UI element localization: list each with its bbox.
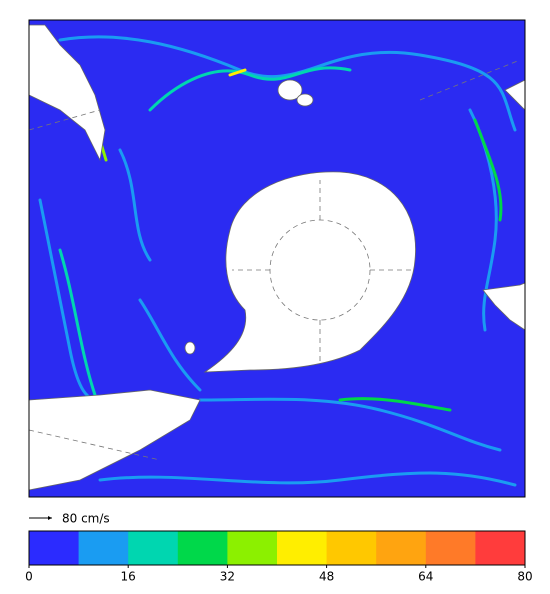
tick-label: 64 bbox=[418, 570, 433, 584]
colorbar-bin bbox=[425, 531, 476, 565]
colorbar-bin bbox=[128, 531, 179, 565]
scale-label: 80 cm/s bbox=[62, 512, 110, 526]
island bbox=[184, 341, 196, 355]
landmass bbox=[28, 389, 201, 491]
colorbar-bin bbox=[227, 531, 278, 565]
tick-label: 32 bbox=[220, 570, 235, 584]
graticule bbox=[28, 59, 521, 461]
colorbar: 0 16 32 48 64 80 bbox=[25, 530, 533, 584]
tick-label: 80 bbox=[517, 570, 532, 584]
colorbar-bin bbox=[29, 531, 80, 565]
colorbar-frame bbox=[28, 530, 526, 566]
landmass bbox=[28, 24, 106, 162]
tick-label: 48 bbox=[319, 570, 334, 584]
colorbar-bin bbox=[177, 531, 228, 565]
antarctica bbox=[203, 171, 416, 373]
scale-arrow: 80 cm/s bbox=[29, 512, 110, 526]
map-frame bbox=[28, 19, 526, 498]
island bbox=[277, 79, 303, 101]
island bbox=[296, 93, 314, 107]
arrow-head bbox=[48, 516, 52, 520]
tick-label: 16 bbox=[121, 570, 136, 584]
colorbar-bin bbox=[78, 531, 129, 565]
colorbar-bin bbox=[277, 531, 328, 565]
colorbar-bin bbox=[326, 531, 377, 565]
tick-label: 0 bbox=[25, 570, 33, 584]
map bbox=[28, 19, 526, 498]
land bbox=[28, 24, 526, 491]
current-streaks bbox=[38, 35, 517, 487]
colorbar-bin bbox=[376, 531, 427, 565]
colorbar-bin bbox=[475, 531, 526, 565]
